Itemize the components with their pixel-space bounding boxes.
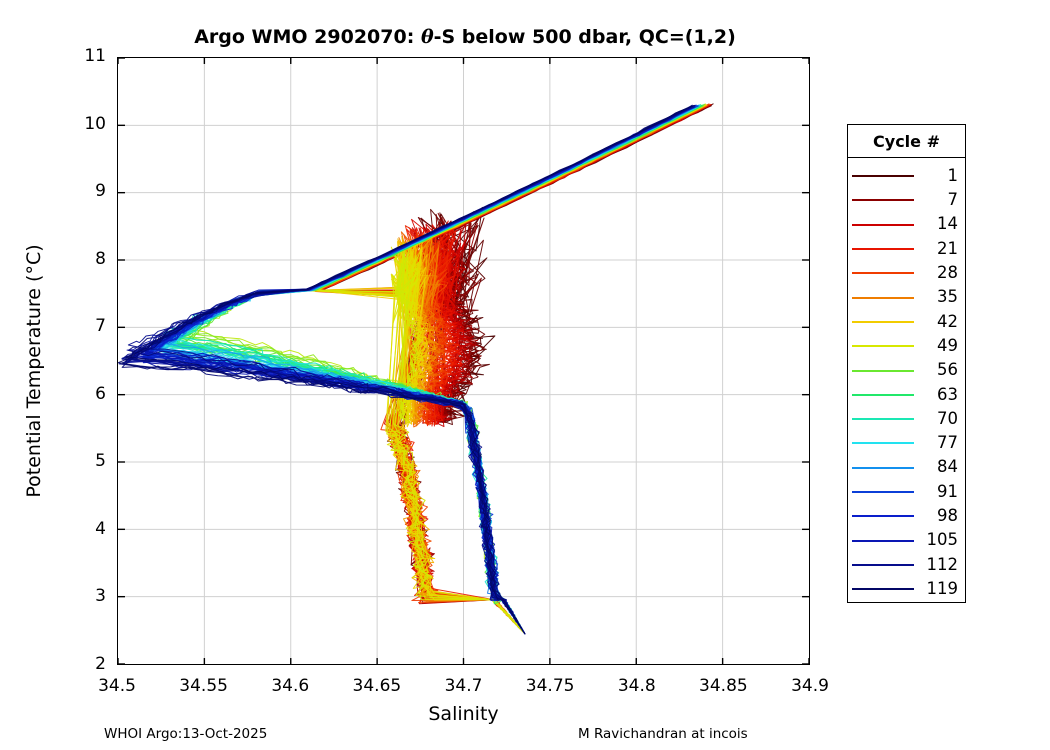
legend-row[interactable]: 84 <box>848 456 965 480</box>
legend-label: 91 <box>937 481 958 501</box>
legend-label: 84 <box>937 457 958 477</box>
legend-row[interactable]: 112 <box>848 553 965 577</box>
y-tick-label: 9 <box>95 181 106 202</box>
x-tick-label: 34.6 <box>271 676 310 696</box>
title-suffix: -S below 500 dbar, QC=(1,2) <box>433 26 736 48</box>
legend-label: 56 <box>937 360 958 380</box>
legend-row[interactable]: 49 <box>848 334 965 358</box>
y-tick-label: 5 <box>95 451 106 472</box>
legend-label: 35 <box>937 287 958 307</box>
legend-color-swatch <box>852 539 914 542</box>
y-tick-label: 7 <box>95 316 106 337</box>
legend-row[interactable]: 56 <box>848 358 965 382</box>
legend-row[interactable]: 35 <box>848 285 965 309</box>
legend-label: 70 <box>937 408 958 428</box>
y-tick-label: 6 <box>95 383 106 404</box>
x-tick-label: 34.8 <box>617 676 656 696</box>
legend-label: 14 <box>937 214 958 234</box>
y-tick-label: 8 <box>95 248 106 269</box>
legend-color-swatch <box>852 515 914 518</box>
title-theta-symbol: θ <box>420 26 434 48</box>
legend-label: 77 <box>937 433 958 453</box>
legend-color-swatch <box>852 563 914 566</box>
y-tick-label: 2 <box>95 654 106 674</box>
legend-label: 28 <box>937 263 958 283</box>
legend-row[interactable]: 14 <box>848 213 965 237</box>
legend-color-swatch <box>852 442 914 445</box>
x-tick-label: 34.7 <box>444 676 483 696</box>
x-tick-label: 34.75 <box>525 676 575 696</box>
legend-row[interactable]: 42 <box>848 310 965 334</box>
legend-color-swatch <box>852 466 914 469</box>
footer-source: WHOI Argo:13-Oct-2025 <box>104 726 268 742</box>
chart-title: Argo WMO 2902070: θ-S below 500 dbar, QC… <box>0 26 930 48</box>
y-tick-label: 3 <box>95 586 106 607</box>
legend-color-swatch <box>852 199 914 202</box>
legend: Cycle # 1 7 14 21 28 35 42 49 56 63 70 77 84 91 98 105 1… <box>847 124 966 603</box>
y-tick-label: 10 <box>84 113 106 134</box>
legend-label: 112 <box>926 554 959 574</box>
footer-author: M Ravichandran at incois <box>578 726 748 742</box>
legend-color-swatch <box>852 272 914 275</box>
x-axis-label: Salinity <box>428 703 499 725</box>
legend-label: 49 <box>937 335 958 355</box>
legend-row[interactable]: 63 <box>848 383 965 407</box>
legend-color-swatch <box>852 320 914 323</box>
legend-color-swatch <box>852 369 914 372</box>
legend-color-swatch <box>852 418 914 421</box>
legend-color-swatch <box>852 175 914 178</box>
legend-row[interactable]: 70 <box>848 407 965 431</box>
x-tick-label: 34.5 <box>98 676 136 696</box>
legend-label: 105 <box>926 530 959 550</box>
plot-svg <box>118 58 809 664</box>
legend-row[interactable]: 105 <box>848 528 965 552</box>
legend-color-swatch <box>852 223 914 226</box>
legend-color-swatch <box>852 588 914 591</box>
y-axis-label: Potential Temperature (°C) <box>23 244 45 498</box>
y-axis-label-wrap: Potential Temperature (°C) <box>23 40 64 660</box>
x-tick-label: 34.85 <box>699 676 748 696</box>
legend-items: 1 7 14 21 28 35 42 49 56 63 70 77 84 91 98 105 112 119 <box>848 158 965 601</box>
x-tick-label: 34.65 <box>352 676 402 696</box>
data-curves <box>118 103 714 635</box>
legend-row[interactable]: 91 <box>848 480 965 504</box>
legend-color-swatch <box>852 296 914 299</box>
legend-row[interactable]: 21 <box>848 237 965 261</box>
legend-color-swatch <box>852 248 914 251</box>
title-prefix: Argo WMO 2902070: <box>194 26 421 48</box>
legend-label: 63 <box>937 384 958 404</box>
legend-row[interactable]: 7 <box>848 188 965 212</box>
legend-label: 21 <box>937 238 958 258</box>
legend-row[interactable]: 77 <box>848 431 965 455</box>
plot-area <box>117 57 810 665</box>
x-tick-label: 34.9 <box>791 676 829 696</box>
legend-row[interactable]: 28 <box>848 261 965 285</box>
legend-label: 42 <box>937 311 958 331</box>
legend-row[interactable]: 119 <box>848 577 965 601</box>
y-tick-label: 11 <box>84 46 106 66</box>
legend-row[interactable]: 1 <box>848 164 965 188</box>
legend-label: 7 <box>947 190 959 210</box>
legend-label: 119 <box>926 578 959 598</box>
legend-title: Cycle # <box>848 125 965 158</box>
y-tick-label: 4 <box>95 518 106 539</box>
legend-color-swatch <box>852 393 914 396</box>
legend-color-swatch <box>852 491 914 493</box>
grid-lines <box>118 58 809 664</box>
x-tick-label: 34.55 <box>179 676 228 696</box>
tick-marks <box>118 58 809 664</box>
legend-label: 1 <box>947 165 959 185</box>
legend-label: 98 <box>937 506 958 526</box>
legend-row[interactable]: 98 <box>848 504 965 528</box>
legend-color-swatch <box>852 345 914 348</box>
